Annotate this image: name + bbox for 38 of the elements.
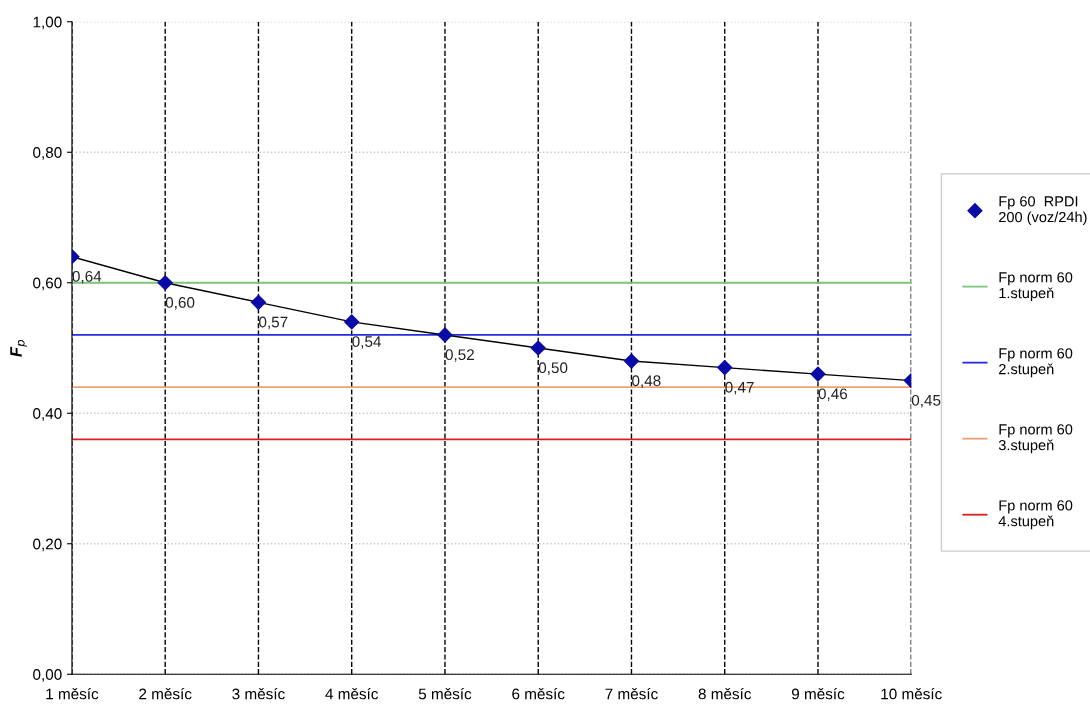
point — [344, 314, 360, 330]
x-tick-label: 4 měsíc — [325, 687, 379, 700]
point — [717, 360, 733, 376]
data-label: 0,48 — [632, 375, 661, 388]
point — [810, 366, 826, 382]
x-tick-label: 10 měsíc — [881, 687, 942, 700]
data-label: 0,50 — [538, 362, 568, 375]
x-tick-label: 1 měsíc — [46, 687, 99, 700]
x-tick-label: 8 měsíc — [698, 687, 752, 700]
y-axis-title: F$_{p}$ — [10, 339, 27, 357]
x-tick-label: 9 měsíc — [791, 687, 845, 700]
legend-label: Fp 60 RPDI 200 (voz/24h) — [999, 196, 1087, 226]
data-label: 0,57 — [259, 316, 288, 330]
y-tick-label: 0,80 — [33, 147, 62, 160]
x-tick-label: 7 měsíc — [605, 687, 658, 700]
x-tick-label: 3 měsíc — [232, 687, 285, 700]
legend-label: Fp norm 60 3.stupeň — [998, 424, 1073, 454]
legend-label: Fp norm 60 4.stupeň — [998, 500, 1073, 530]
point — [250, 294, 267, 310]
y-tick-label: 0,40 — [33, 408, 62, 421]
data-label: 0,45 — [911, 394, 941, 408]
y-tick-label: 1,00 — [33, 16, 62, 30]
x-tick-label: 6 měsíc — [512, 687, 565, 700]
y-tick-label: 0,00 — [33, 669, 62, 682]
data-label: 0,54 — [352, 336, 381, 349]
y-tick-label: 0,60 — [33, 277, 62, 291]
x-tick-label: 5 měsíc — [418, 687, 472, 700]
point — [437, 327, 453, 343]
point — [530, 340, 546, 356]
legend-label: Fp norm 60 1.stupeň — [999, 272, 1073, 302]
data-label: 0,52 — [445, 349, 474, 362]
point — [623, 353, 640, 369]
data-label: 0,46 — [818, 388, 848, 402]
point — [157, 275, 173, 291]
y-tick-label: 0,20 — [33, 538, 62, 552]
x-tick-label: 2 měsíc — [139, 687, 192, 700]
data-label: 0,60 — [165, 297, 195, 310]
legend-label: Fp norm 60 2.stupeň — [999, 348, 1073, 378]
